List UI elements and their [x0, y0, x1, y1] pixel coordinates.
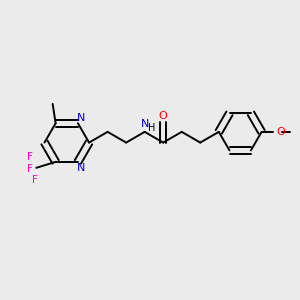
- Text: O: O: [159, 111, 168, 122]
- Text: F: F: [32, 175, 38, 185]
- Text: N: N: [77, 163, 86, 172]
- Text: F: F: [27, 164, 33, 174]
- Text: O: O: [277, 127, 285, 137]
- Text: H: H: [148, 123, 155, 133]
- Text: F: F: [27, 152, 33, 161]
- Text: N: N: [77, 112, 86, 123]
- Text: N: N: [140, 119, 149, 129]
